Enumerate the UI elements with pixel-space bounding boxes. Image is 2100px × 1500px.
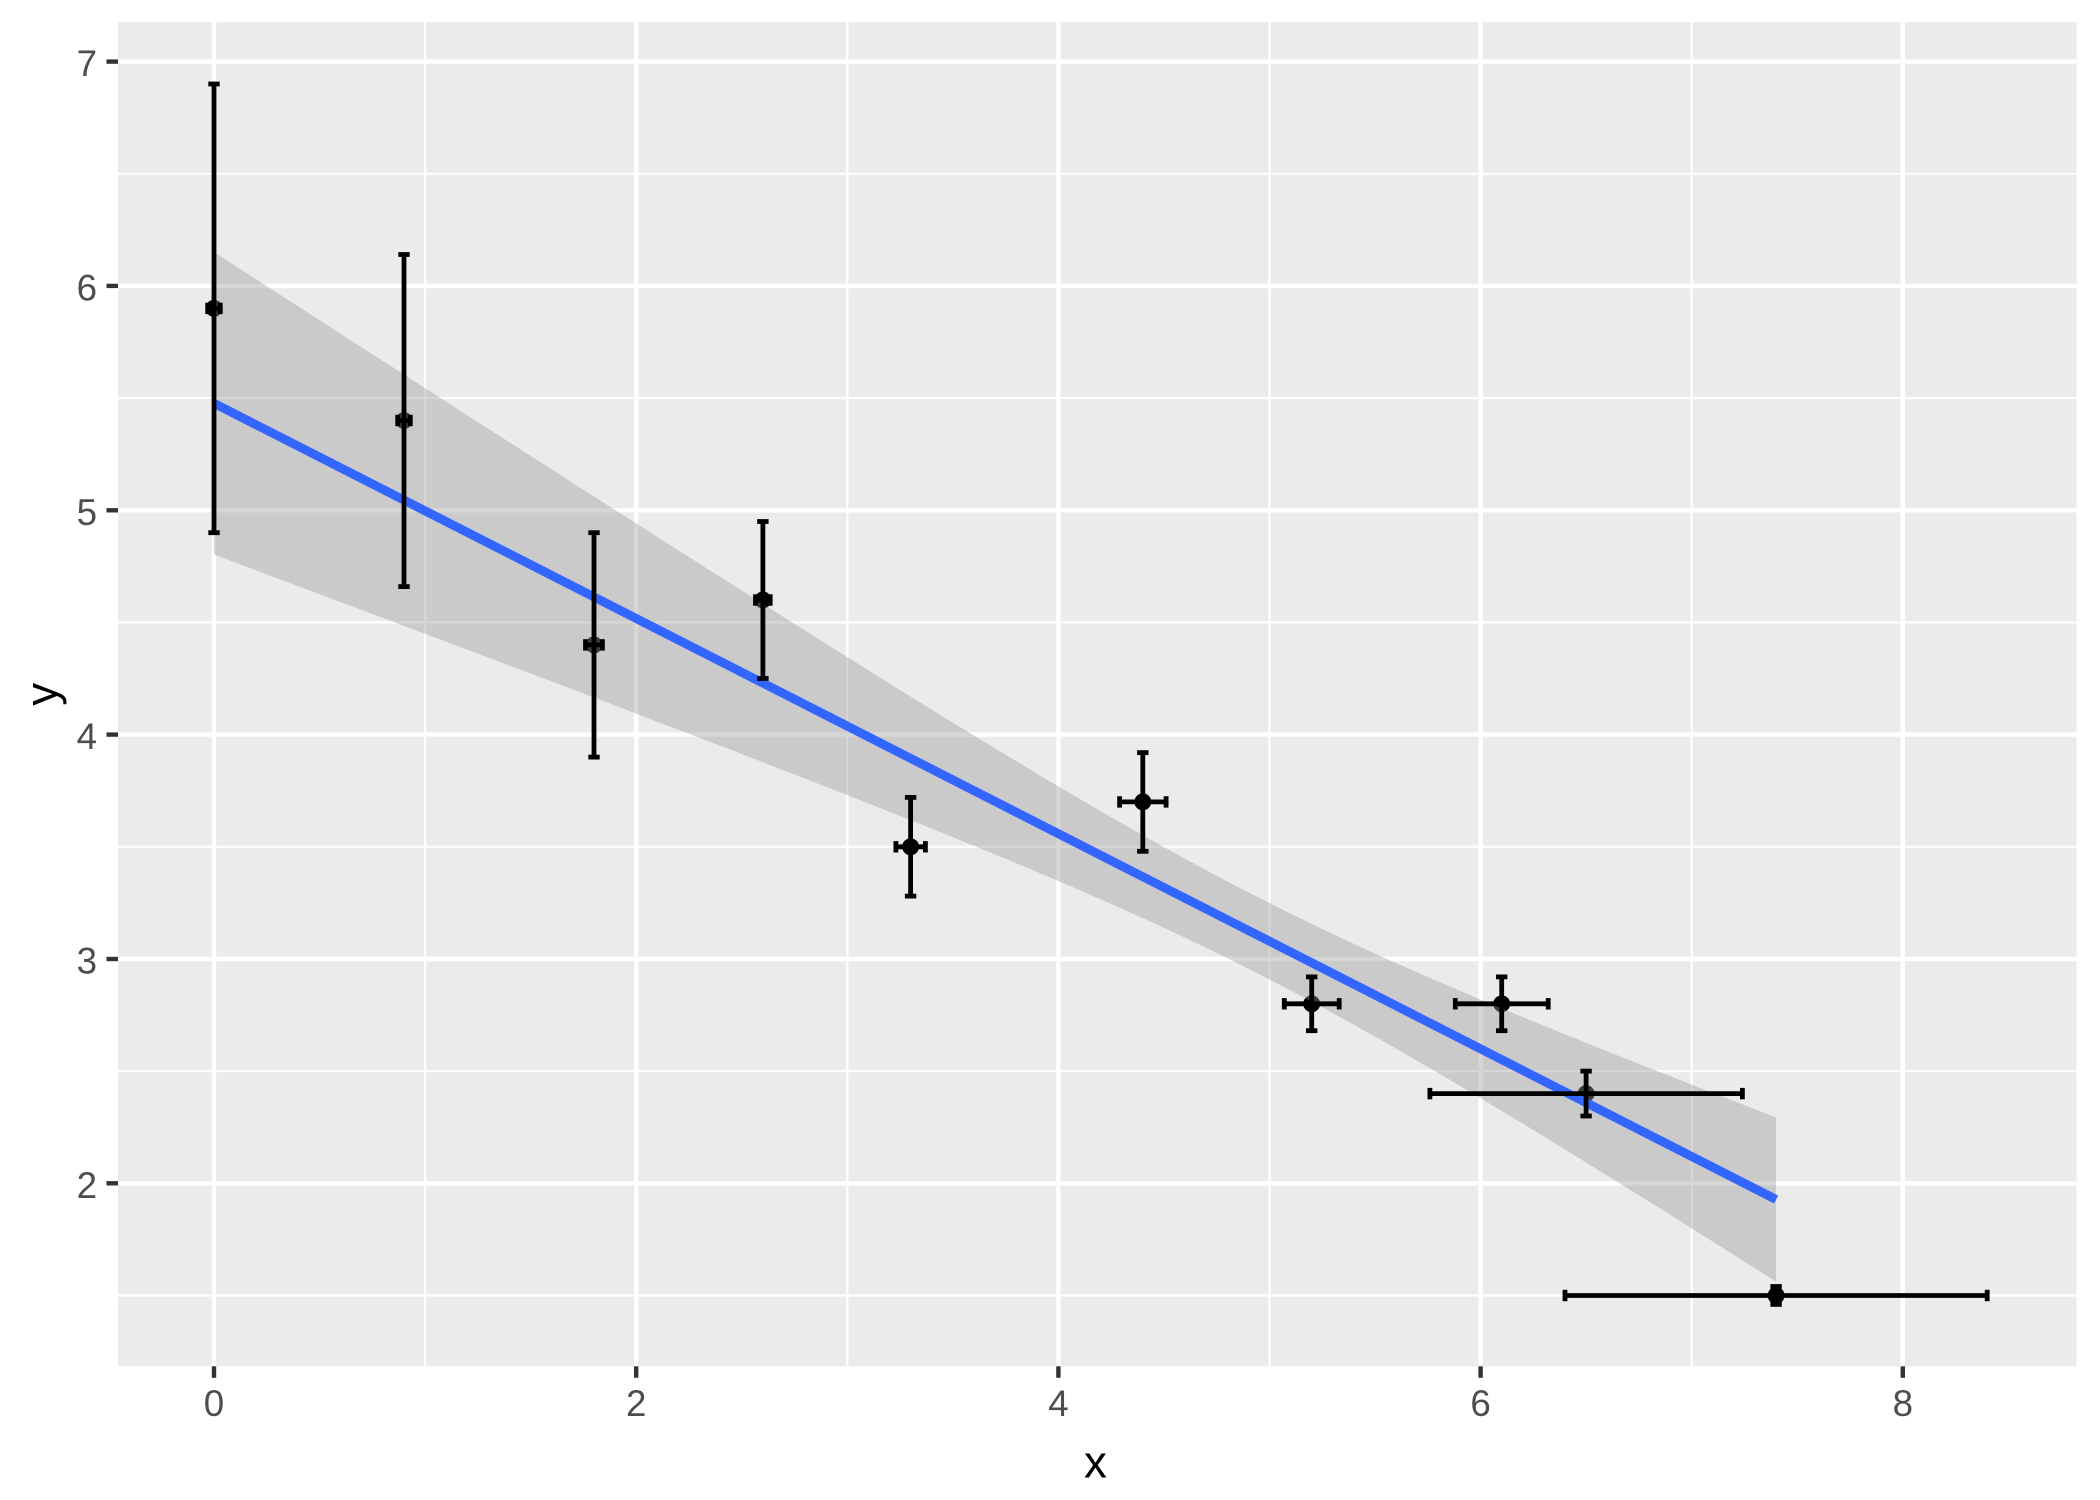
- svg-text:7: 7: [77, 43, 97, 84]
- svg-text:3: 3: [77, 941, 97, 982]
- svg-text:x: x: [1084, 1437, 1107, 1488]
- svg-text:8: 8: [1893, 1383, 1913, 1424]
- svg-text:y: y: [16, 683, 67, 706]
- svg-text:2: 2: [77, 1165, 97, 1206]
- svg-text:6: 6: [1470, 1383, 1490, 1424]
- svg-text:4: 4: [77, 716, 97, 757]
- svg-text:0: 0: [204, 1383, 224, 1424]
- svg-text:6: 6: [77, 267, 97, 308]
- svg-text:2: 2: [626, 1383, 646, 1424]
- svg-text:5: 5: [77, 492, 97, 533]
- svg-text:4: 4: [1048, 1383, 1068, 1424]
